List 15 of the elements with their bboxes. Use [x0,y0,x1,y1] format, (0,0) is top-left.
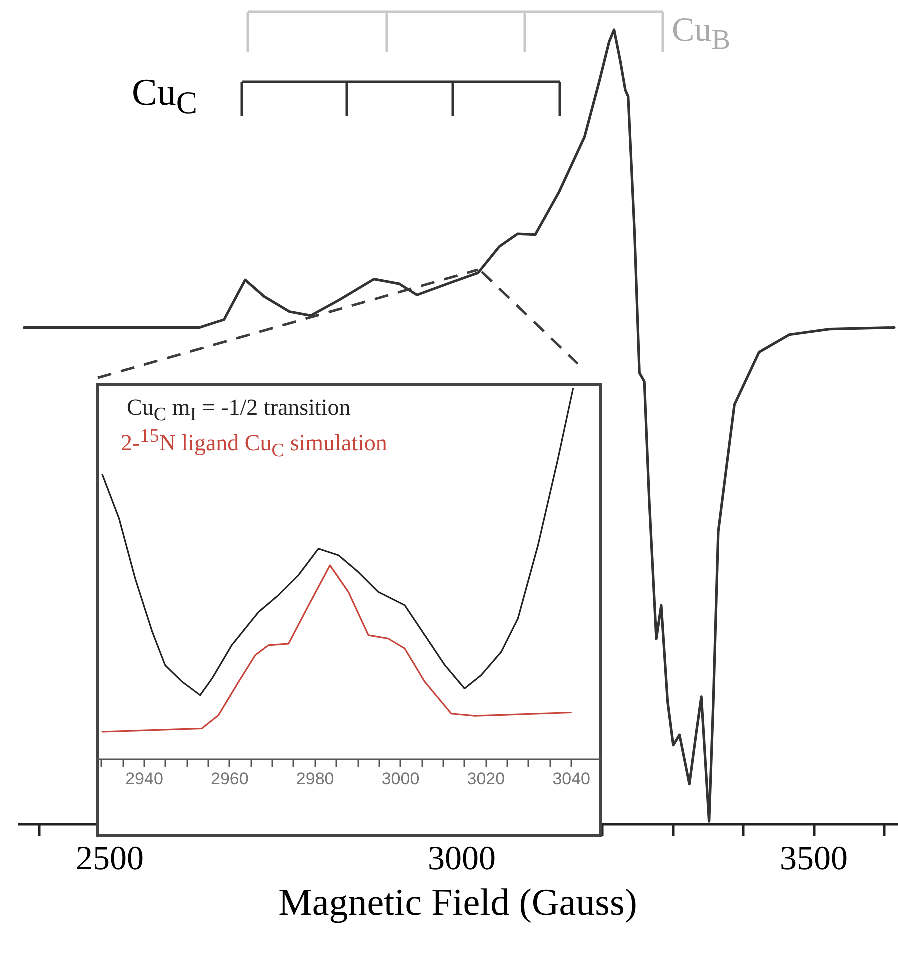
x-tick-label: 2500 [76,840,144,878]
x-tick-label: 3040 [552,770,591,788]
x-tick-label: 2960 [210,770,249,788]
text: 2-$^{15}$N ligand Cu$_{C}$ simulation [121,426,388,462]
x-tick-label: 2980 [296,770,334,788]
x-tick-label: 3020 [467,770,506,788]
annotation: Cu$_{B}$ [672,12,731,56]
x-tick-label: 3500 [780,840,848,878]
x-tick-label: 2940 [126,770,164,788]
annotation: Cu$_{C}$ [132,72,198,121]
text: Cu$_{C}$ m$_{I}$ = -1/2 transition [127,395,351,426]
x-axis-title: Magnetic Field (Gauss) [278,882,638,924]
x-tick-label: 3000 [382,770,420,788]
inset-frame: 2940 2960 2980 3000 3020 3040 Cu$_{C}$ m$_{I}$ = -1/2 transition 2-$^{15}$N ligand Cu$_{C}$ simulation [96,383,602,837]
x-tick-label: 3000 [428,840,496,878]
